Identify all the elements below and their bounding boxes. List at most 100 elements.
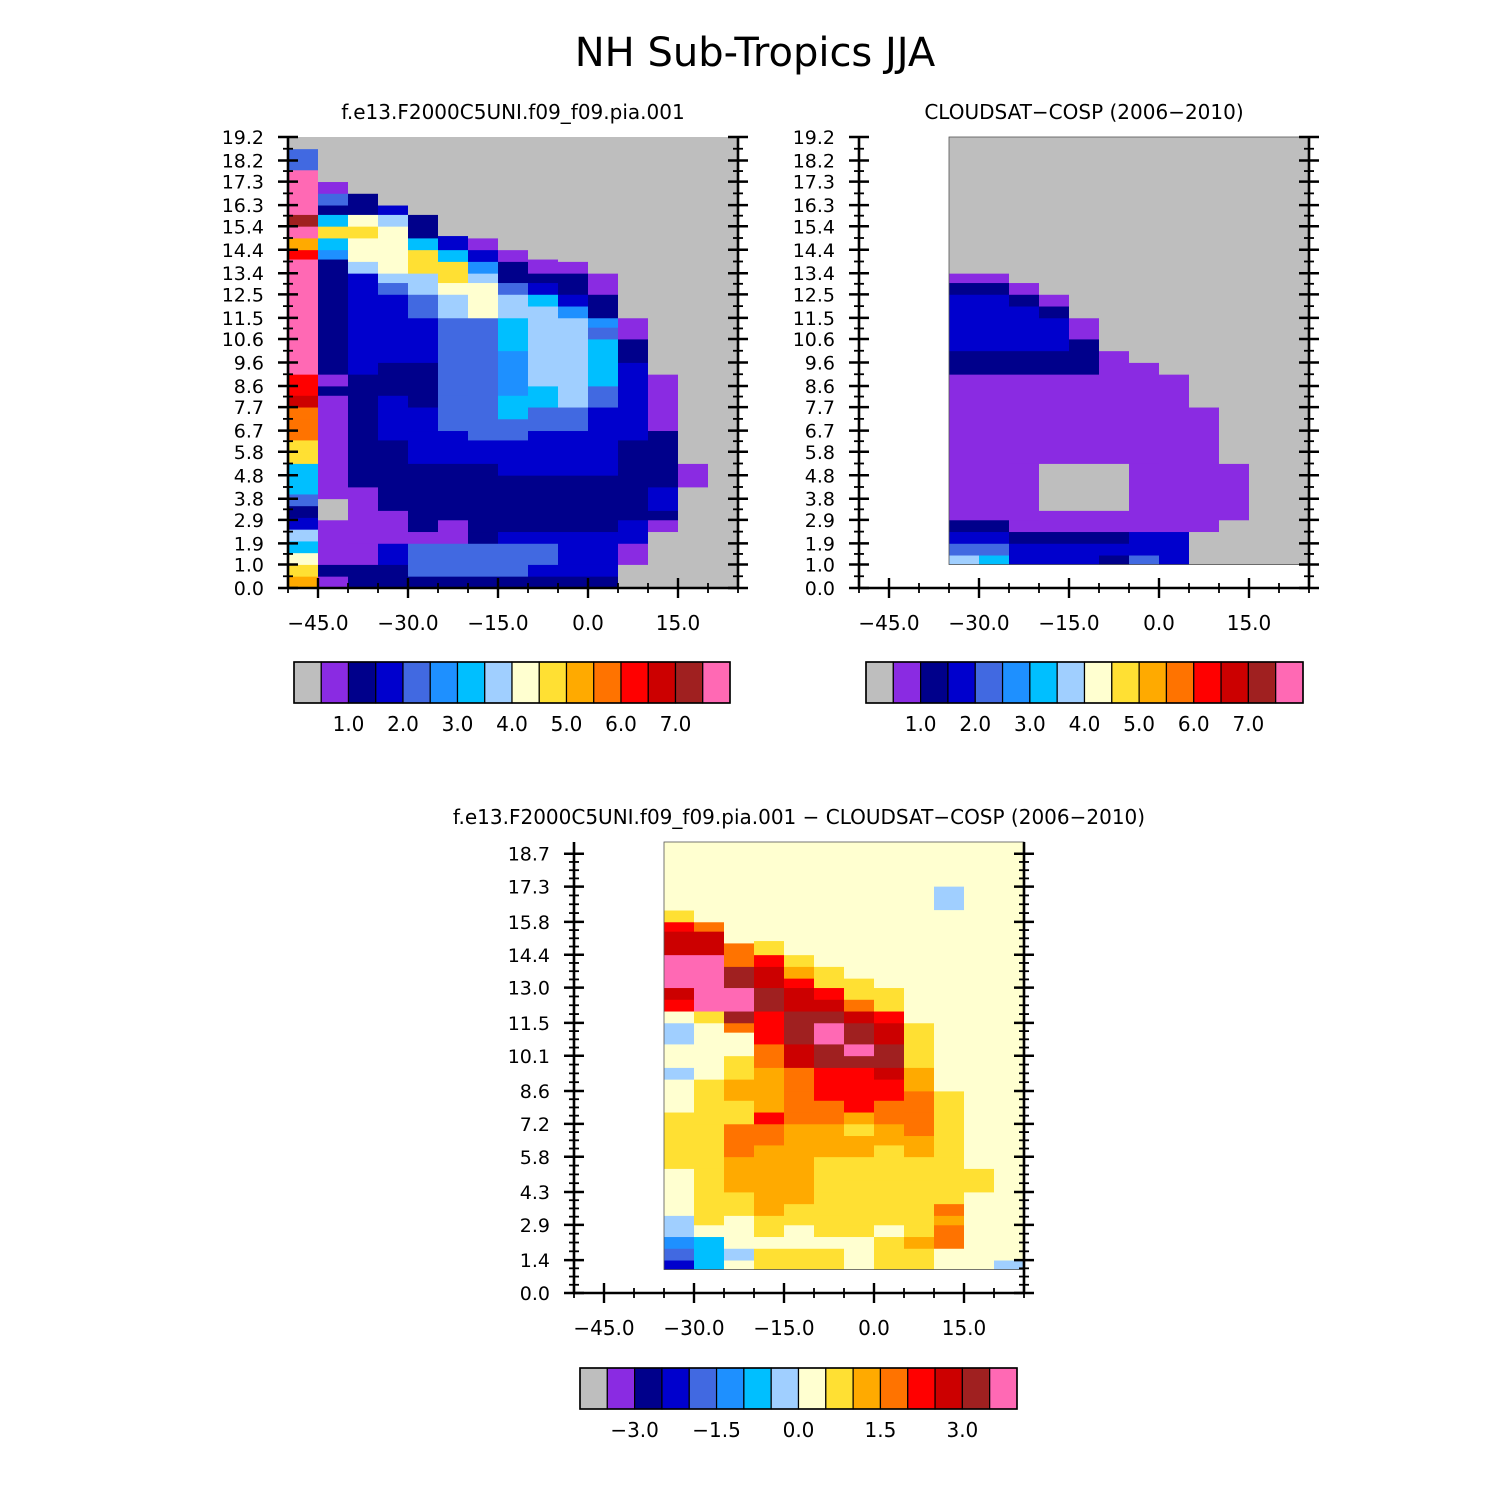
y-tick-label: 11.5 [508,1013,550,1035]
heatmap-cell [318,385,349,396]
heatmap-cell [844,1224,875,1238]
heatmap-cell [618,385,649,441]
heatmap-cell [468,261,499,274]
heatmap-cell [318,374,349,387]
heatmap-cell [1129,463,1160,500]
y-tick-label: 11.5 [793,308,835,330]
heatmap-cell [784,978,815,989]
heatmap-cell [874,1067,905,1080]
colorbar-label: −1.5 [692,1418,741,1442]
heatmap-cell [754,940,785,956]
heatmap-cell [1069,137,1100,319]
colorbar-swatch [484,661,513,704]
heatmap-cell [288,440,319,453]
heatmap-cell [618,519,649,544]
panel-title: f.e13.F2000C5UNI.f09_f09.pia.001 − CLOUD… [453,805,1145,829]
heatmap-cell [1009,282,1040,295]
heatmap-cell [994,1260,1025,1270]
heatmap-cell [844,1067,875,1092]
colorbar-swatch [989,1367,1018,1410]
heatmap-cell [558,407,589,432]
heatmap-cell [904,1067,935,1092]
heatmap-cell [844,1055,875,1068]
heatmap-cell [588,137,619,274]
heatmap-cell [618,317,649,340]
heatmap-cell [664,1079,695,1113]
heatmap-cell [648,486,679,511]
heatmap-cell [844,1156,875,1181]
heatmap-cell [1069,531,1100,544]
heatmap-cell [979,350,1010,375]
heatmap-cell [844,1090,875,1113]
heatmap-cells [949,137,1310,565]
y-tick-label: 4.8 [805,465,835,487]
heatmap-cell [949,555,980,565]
heatmap-cell [814,987,845,1000]
heatmap-cell [528,407,559,432]
colorbar: 1.0 2.0 3.0 4.0 5.0 6.0 7.0 [865,661,1304,736]
heatmap-cell [964,1168,995,1181]
heatmap-cell [724,1123,755,1158]
heatmap-cell [724,966,755,989]
y-tick-label: 18.2 [222,150,264,172]
colorbar-label: 3.0 [442,712,474,736]
y-tick-label: 14.4 [222,240,264,262]
heatmap-cell [754,842,785,942]
y-tick-label: 8.6 [520,1081,550,1103]
colorbar-swatch [743,1367,772,1410]
heatmap-cell [814,1156,845,1193]
colorbar-label: 3.0 [1014,712,1046,736]
heatmap-cell [934,1135,965,1158]
heatmap-cell [288,451,319,464]
heatmap-cell [694,1044,725,1080]
heatmap-cell [844,978,875,1000]
heatmap-cell [664,1011,695,1024]
heatmap-cell [288,137,319,150]
colorbar-label: 6.0 [1178,712,1210,736]
heatmap-cell [1099,555,1130,565]
heatmap-cell [1219,463,1250,521]
heatmap-cell [438,282,469,295]
heatmap-cell [288,564,319,577]
heatmap-cell [1009,350,1040,375]
heatmap-cell [408,463,439,533]
y-tick-label: 7.2 [520,1114,550,1136]
heatmap-cell [1009,531,1040,544]
heatmap-cell [438,317,469,396]
heatmap-cell [408,249,439,274]
heatmap-cell [979,294,1010,352]
colorbar-swatch [620,661,649,704]
heatmap-cell [1009,294,1040,307]
colorbar-swatch [647,661,677,704]
heatmap-cell [288,482,319,495]
y-tick-label: 15.4 [222,216,264,238]
heatmap-cell [378,249,409,274]
heatmap-cell [724,1100,755,1125]
heatmap-cell [784,842,815,956]
heatmap-cell [618,440,649,476]
heatmap-cell [1099,350,1130,464]
heatmap-cell [664,1215,695,1238]
heatmap-cell [378,395,409,441]
heatmap-cell [754,1191,785,1216]
x-tick-label: −30.0 [948,611,1009,635]
heatmap-cell [288,385,319,396]
y-tick-label: 3.8 [805,489,835,511]
colorbar-swatch [456,661,486,704]
heatmap-cell [844,1135,875,1158]
heatmap-cell [408,317,439,363]
colorbar: −3.0 −1.5 0.0 1.5 3.0 [579,1367,1018,1442]
heatmap-cell [754,1248,785,1270]
heatmap-cell [528,317,559,387]
heatmap-cell [498,440,529,476]
colorbar-swatch [879,1367,909,1410]
heatmap-cell [588,294,619,319]
heatmap-cell [468,273,499,284]
heatmap-cell [498,350,529,396]
heatmap-cell [438,576,469,589]
y-tick-label: 16.3 [222,195,264,217]
heatmap-cell [438,294,469,319]
heatmap-cell [498,475,529,533]
heatmap-cell [498,418,529,441]
y-tick-label: 18.7 [508,844,550,866]
